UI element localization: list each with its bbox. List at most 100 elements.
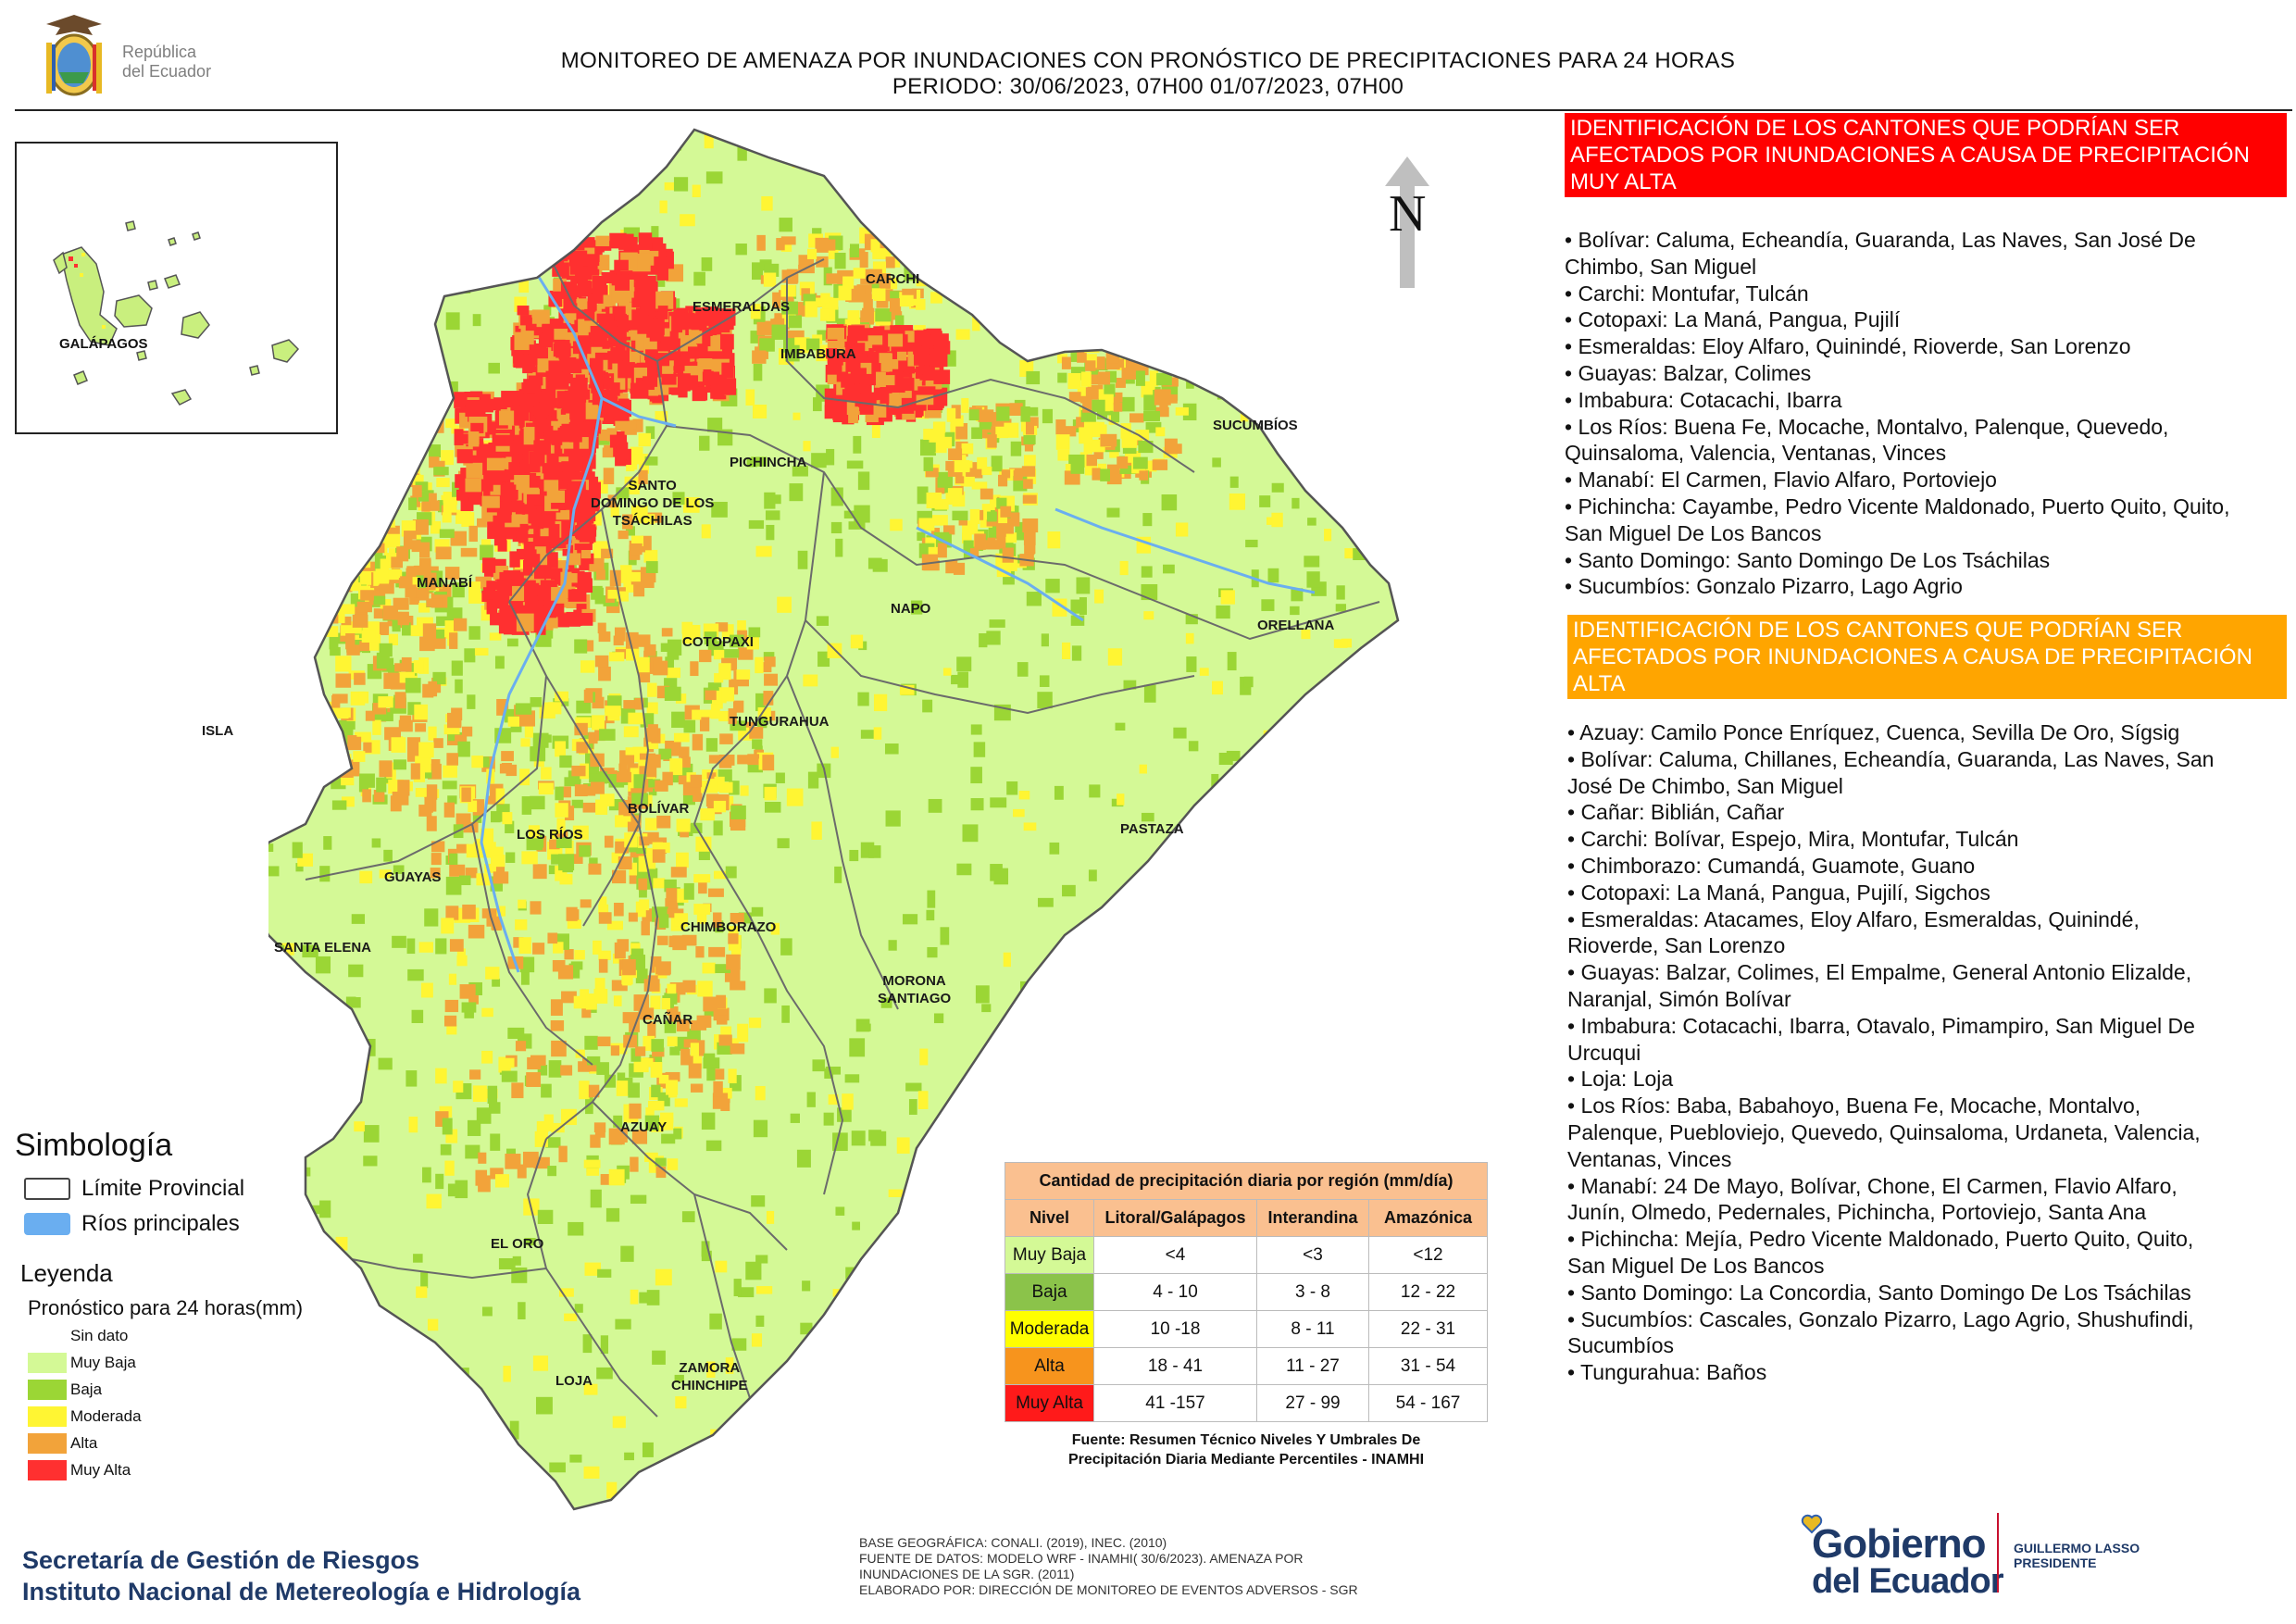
table-source: Fuente: Resumen Técnico Niveles Y Umbral… xyxy=(1067,1432,1425,1468)
list-item: José De Chimbo, San Miguel xyxy=(1567,773,1843,798)
table-cell: 41 -157 xyxy=(1093,1384,1257,1422)
province-boundaries xyxy=(305,249,1380,1418)
label-santa-elena: SANTA ELENA xyxy=(274,940,371,956)
galapagos-islands-map xyxy=(53,220,300,406)
label-tungurahua: TUNGURAHUA xyxy=(730,714,830,730)
table-header: Amazónica xyxy=(1368,1199,1488,1237)
table-cell: 8 - 11 xyxy=(1256,1310,1369,1348)
label-los-rios: LOS RÍOS xyxy=(517,827,583,843)
gobierno-wordmark: Gobierno del Ecuador xyxy=(1812,1521,2003,1601)
list-item: Junín, Olmedo, Pedernales, Pichincha, Po… xyxy=(1567,1200,2147,1225)
table-cell-nivel: Muy Baja xyxy=(1004,1236,1094,1274)
table-cell: <3 xyxy=(1256,1236,1369,1274)
list-item: • Esmeraldas: Atacames, Eloy Alfaro, Esm… xyxy=(1567,906,2140,931)
map-title: MONITOREO DE AMENAZA POR INUNDACIONES CO… xyxy=(560,48,1736,73)
table-cell: 4 - 10 xyxy=(1093,1273,1257,1311)
label-sucumbios: SUCUMBÍOS xyxy=(1213,418,1298,433)
list-item: • Cotopaxi: La Maná, Pangua, Pujilí, Sig… xyxy=(1567,880,1990,905)
label-pastaza: PASTAZA xyxy=(1120,821,1184,837)
alta-section: IDENTIFICACIÓN DE LOS CANTONES QUE PODRÍ… xyxy=(1567,615,2287,1386)
simbologia-title: Simbología xyxy=(15,1128,173,1163)
label-morona-santiago: MORONA SANTIAGO xyxy=(878,973,952,1006)
table-cell: 11 - 27 xyxy=(1256,1347,1369,1385)
table-cell-nivel: Muy Alta xyxy=(1004,1384,1094,1422)
base-geografica: BASE GEOGRÁFICA: CONALI. (2019), INEC. (… xyxy=(859,1535,1358,1597)
coat-of-arms-icon xyxy=(46,15,102,96)
label-zamora-chinchipe: ZAMORA CHINCHIPE xyxy=(671,1360,748,1393)
legend-swatch xyxy=(28,1406,67,1427)
table-row: Baja 4 - 10 3 - 8 12 - 22 xyxy=(1004,1273,1488,1311)
gobierno-heart-icon xyxy=(1801,1514,1823,1534)
list-item: Urcuqui xyxy=(1567,1040,1641,1065)
muy-alta-heading: IDENTIFICACIÓN DE LOS CANTONES QUE PODRÍ… xyxy=(1565,113,2287,197)
list-item: • Bolívar: Caluma, Chillanes, Echeandía,… xyxy=(1567,746,2215,771)
legend-label: Muy Baja xyxy=(70,1354,136,1371)
pronostico-title: Pronóstico para 24 horas(mm) xyxy=(28,1296,304,1319)
alta-heading: IDENTIFICACIÓN DE LOS CANTONES QUE PODRÍ… xyxy=(1567,615,2287,699)
galapagos-inset: GALÁPAGOS xyxy=(15,142,338,434)
label-isla: ISLA xyxy=(202,723,234,739)
list-item: • Pichincha: Cayambe, Pedro Vicente Mald… xyxy=(1565,493,2230,518)
table-row: Moderada 10 -18 8 - 11 22 - 31 xyxy=(1004,1310,1488,1348)
legend-swatch xyxy=(28,1433,67,1454)
list-item: Naranjal, Simón Bolívar xyxy=(1567,986,1791,1011)
table-row: Muy Alta 41 -157 27 - 99 54 - 167 xyxy=(1004,1384,1488,1422)
map-period: PERIODO: 30/06/2023, 07H00 01/07/2023, 0… xyxy=(892,74,1404,99)
list-item: • Santo Domingo: La Concordia, Santo Dom… xyxy=(1567,1280,2191,1305)
label-orellana: ORELLANA xyxy=(1257,618,1335,633)
rios-principales-label: Ríos principales xyxy=(81,1211,240,1236)
table-cell: 10 -18 xyxy=(1093,1310,1257,1348)
list-item: • Manabí: 24 De Mayo, Bolívar, Chone, El… xyxy=(1567,1173,2177,1198)
list-item: • Carchi: Montufar, Tulcán xyxy=(1565,281,1809,306)
list-item: Rioverde, San Lorenzo xyxy=(1567,933,1786,958)
list-item: Ventanas, Vinces xyxy=(1567,1146,1732,1171)
label-esmeraldas: ESMERALDAS xyxy=(693,299,791,315)
alta-list: • Azuay: Camilo Ponce Enríquez, Cuenca, … xyxy=(1567,719,2287,1386)
label-loja: LOJA xyxy=(555,1373,593,1389)
list-item: • Guayas: Balzar, Colimes xyxy=(1565,360,1812,385)
table-cell: <12 xyxy=(1368,1236,1488,1274)
list-item: • Imbabura: Cotacachi, Ibarra xyxy=(1565,387,1842,412)
list-item: • Los Ríos: Baba, Babahoyo, Buena Fe, Mo… xyxy=(1567,1093,2141,1118)
list-item: • Bolívar: Caluma, Echeandía, Guaranda, … xyxy=(1565,228,2196,252)
table-row: Muy Baja <4 <3 <12 xyxy=(1004,1236,1488,1274)
table-row: Alta 18 - 41 11 - 27 31 - 54 xyxy=(1004,1347,1488,1385)
table-cell-nivel: Moderada xyxy=(1004,1310,1094,1348)
muy-alta-list: • Bolívar: Caluma, Echeandía, Guaranda, … xyxy=(1565,227,2287,600)
legend-label: Moderada xyxy=(70,1407,142,1425)
label-manabi: MANABÍ xyxy=(417,575,472,591)
north-label: N xyxy=(1389,185,1427,243)
list-item: • Carchi: Bolívar, Espejo, Mira, Montufa… xyxy=(1567,827,2019,852)
label-el-oro: EL ORO xyxy=(491,1236,544,1252)
limite-provincial-label: Límite Provincial xyxy=(81,1176,245,1201)
list-item: • Tungurahua: Baños xyxy=(1567,1360,1767,1385)
list-item: Quinsaloma, Valencia, Ventanas, Vinces xyxy=(1565,441,1947,466)
table-cell-nivel: Alta xyxy=(1004,1347,1094,1385)
leyenda-title: Leyenda xyxy=(20,1259,113,1287)
label-cotopaxi: COTOPAXI xyxy=(682,634,754,650)
table-header: Interandina xyxy=(1256,1199,1369,1237)
list-item: • Manabí: El Carmen, Flavio Alfaro, Port… xyxy=(1565,468,1997,493)
list-item: San Miguel De Los Bancos xyxy=(1567,1253,1825,1278)
north-arrow: N xyxy=(1379,153,1435,292)
list-item: Chimbo, San Miguel xyxy=(1565,254,1757,279)
label-pichincha: PICHINCHA xyxy=(730,455,807,470)
list-item: • Santo Domingo: Santo Domingo De Los Ts… xyxy=(1565,547,2051,572)
legend-label: Baja xyxy=(70,1380,103,1398)
list-item: • Azuay: Camilo Ponce Enríquez, Cuenca, … xyxy=(1567,720,2180,744)
list-item: San Miguel De Los Bancos xyxy=(1565,520,1822,545)
ecuador-precipitation-map xyxy=(268,128,1400,1511)
table-cell: <4 xyxy=(1093,1236,1257,1274)
table-cell: 27 - 99 xyxy=(1256,1384,1369,1422)
list-item: • Chimborazo: Cumandá, Guamote, Guano xyxy=(1567,853,1976,878)
label-napo: NAPO xyxy=(891,601,931,617)
gobierno-logo: Gobierno del Ecuador GUILLERMO LASSO PRE… xyxy=(1801,1507,2162,1600)
gobierno-divider xyxy=(1997,1513,1999,1593)
list-item: Palenque, Puebloviejo, Quevedo, Quinsalo… xyxy=(1567,1119,2201,1144)
president-label: GUILLERMO LASSO PRESIDENTE xyxy=(2014,1541,2140,1570)
label-carchi: CARCHI xyxy=(866,271,920,287)
list-item: Sucumbíos xyxy=(1567,1333,1675,1358)
label-azuay: AZUAY xyxy=(620,1119,668,1135)
list-item: • Esmeraldas: Eloy Alfaro, Quinindé, Rio… xyxy=(1565,334,2131,359)
table-cell: 3 - 8 xyxy=(1256,1273,1369,1311)
